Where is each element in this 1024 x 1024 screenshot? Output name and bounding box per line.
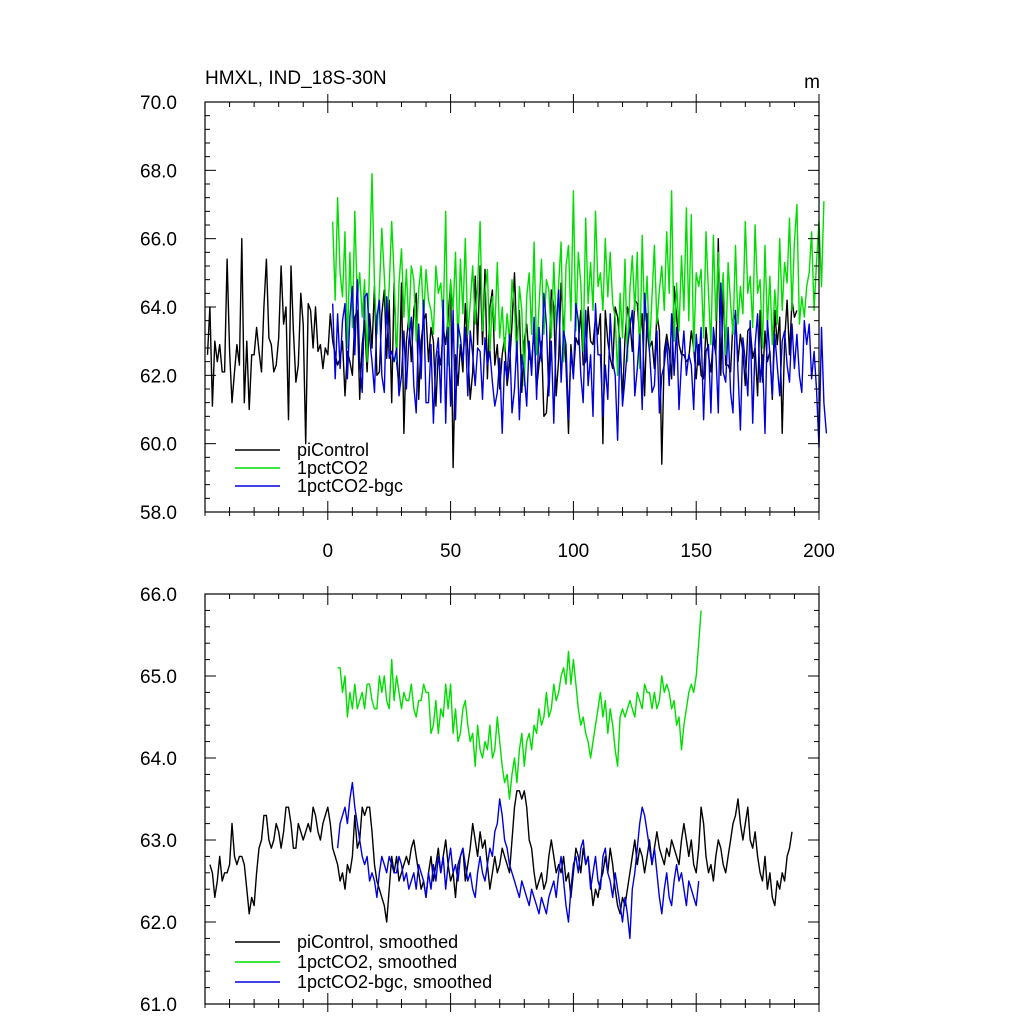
series-line-1-0 <box>209 790 793 923</box>
units-label: m <box>804 72 820 93</box>
y-tick-label-1-5: 66.0 <box>140 585 177 606</box>
y-tick-label-0-5: 68.0 <box>140 161 177 182</box>
y-tick-label-0-6: 70.0 <box>140 93 177 114</box>
x-tick-label-2: 100 <box>558 541 590 562</box>
bottom-panel: 61.0 62.0 63.0 64.0 65.0 66.0 piControl, smoo… <box>140 585 820 1016</box>
y-tick-label-1-3: 64.0 <box>140 749 177 770</box>
top-panel: HMXL, IND_18S-30N m 58.0 60.0 62.0 64.0 66.0… <box>140 68 835 562</box>
y-tick-label-0-1: 60.0 <box>140 435 177 456</box>
bottom-axis-ticks: 61.0 62.0 63.0 64.0 65.0 66.0 <box>140 585 820 1016</box>
x-tick-label-0: 0 <box>323 541 334 562</box>
bottom-plot-marks <box>209 610 793 940</box>
y-tick-label-0-3: 64.0 <box>140 298 177 319</box>
legend-label-1-2: 1pctCO2-bgc, smoothed <box>297 972 492 992</box>
legend-label-0-0: piControl <box>297 440 369 460</box>
series-line-1-2 <box>336 781 700 940</box>
x-tick-label-3: 150 <box>680 541 712 562</box>
y-tick-label-1-2: 63.0 <box>140 831 177 852</box>
series-line-0-1 <box>332 172 825 387</box>
legend-label-0-1: 1pctCO2 <box>297 458 368 478</box>
y-tick-label-1-4: 65.0 <box>140 667 177 688</box>
y-tick-label-0-4: 66.0 <box>140 230 177 251</box>
top-axis-ticks: 58.0 60.0 62.0 64.0 66.0 68.0 70.0 0 50 100 150 200 <box>140 93 835 562</box>
legend-label-0-2: 1pctCO2-bgc <box>297 476 403 496</box>
chart-title: HMXL, IND_18S-30N <box>205 68 387 89</box>
legend-label-1-1: 1pctCO2, smoothed <box>297 952 457 972</box>
y-tick-label-0-2: 62.0 <box>140 366 177 387</box>
x-tick-label-1: 50 <box>440 541 461 562</box>
y-tick-label-1-0: 61.0 <box>140 995 177 1016</box>
series-line-0-0 <box>206 237 798 469</box>
y-tick-label-1-1: 62.0 <box>140 913 177 934</box>
bottom-plot-frame <box>204 593 820 1005</box>
legend-label-1-0: piControl, smoothed <box>297 932 458 952</box>
series-line-1-1 <box>337 610 702 800</box>
y-tick-label-0-0: 58.0 <box>140 503 177 524</box>
x-tick-label-4: 200 <box>803 541 835 562</box>
series-line-0-2 <box>332 279 828 448</box>
top-plot-marks <box>206 172 828 469</box>
